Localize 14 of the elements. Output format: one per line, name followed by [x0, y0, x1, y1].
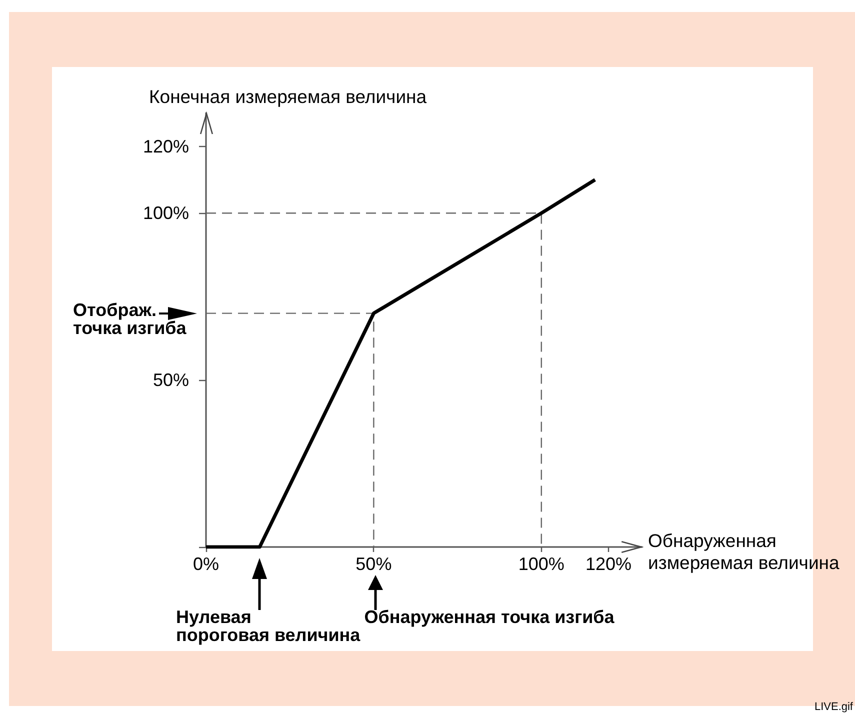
annotation: Отображ. точка изгиба	[73, 300, 186, 338]
x-tick-label: 100%	[518, 554, 564, 574]
text: Нулевая пороговая величина	[176, 607, 360, 645]
x-tick-label: 50%	[356, 554, 392, 574]
y-tick-label: 100%	[142, 203, 189, 224]
text: Обнаруженная точка изгиба	[364, 607, 614, 627]
text: LIVE.gif	[814, 701, 853, 714]
x-tick-label: 120%	[585, 554, 632, 574]
line-series	[204, 178, 597, 549]
y-tick-label: 120%	[142, 136, 189, 156]
y-tick-label: 50%	[152, 370, 189, 390]
y-axis-title: Конечная измеряемая величина	[149, 86, 427, 108]
x-tick-label: 0%	[192, 554, 220, 574]
x-axis-title: Обнаруженная измеряемая величина	[648, 530, 840, 574]
